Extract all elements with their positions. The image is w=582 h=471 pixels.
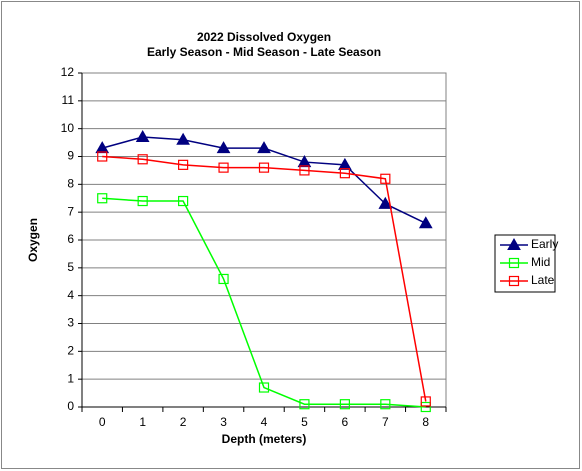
data-point [97,193,108,204]
data-point [218,273,229,285]
y-tick-label: 2 [67,344,74,358]
data-point [137,195,148,207]
x-tick-label: 4 [261,415,268,429]
y-tick-label: 0 [67,399,74,413]
data-point [297,155,312,168]
y-tick-label: 8 [67,177,74,191]
data-point [420,396,431,407]
series-line [102,197,426,408]
chart-title: 2022 Dissolved Oxygen [197,30,331,44]
data-point [418,216,433,229]
data-point [339,399,350,410]
data-point [338,157,352,170]
x-tick-label: 8 [422,415,429,429]
y-axis-label: Oxygen [26,218,40,262]
x-tick-label: 1 [139,415,146,429]
legend-marker [508,275,520,287]
chart-subtitle: Early Season - Mid Season - Late Season [147,45,381,59]
y-tick-label: 3 [67,316,74,330]
x-tick-label: 6 [342,415,349,429]
legend-label: Mid [531,255,550,269]
data-point [135,130,150,143]
legend-label: Early [531,237,558,251]
data-point [299,399,310,410]
y-tick-label: 1 [67,371,74,385]
series-line [102,155,427,402]
data-point [378,196,393,209]
data-point [95,141,110,154]
legend-marker [508,257,520,269]
data-point [420,401,431,413]
data-point [178,159,189,170]
data-point [380,399,391,410]
data-point [257,141,271,154]
x-tick-label: 2 [180,415,187,429]
data-point [258,382,270,393]
y-tick-label: 9 [67,149,74,163]
y-tick-label: 12 [61,65,75,79]
x-tick-label: 3 [220,415,227,429]
legend-label: Late [531,273,555,287]
y-tick-label: 4 [67,288,74,302]
data-point [299,165,310,176]
data-point [339,168,350,179]
data-point [218,162,229,173]
x-tick-label: 7 [382,415,389,429]
y-tick-label: 6 [67,232,74,246]
data-point [258,162,270,173]
data-point [137,154,148,165]
x-tick-label: 0 [99,415,106,429]
y-tick-label: 5 [67,260,74,274]
y-tick-label: 7 [67,204,74,218]
x-axis-label: Depth (meters) [222,432,307,446]
data-point [216,141,231,154]
data-point [176,132,190,145]
legend-marker [507,237,521,250]
y-tick-label: 11 [62,93,75,107]
x-tick-label: 5 [301,415,308,429]
y-tick-label: 10 [61,121,75,135]
data-point [97,151,108,162]
data-point [178,195,189,207]
data-point [380,173,391,184]
